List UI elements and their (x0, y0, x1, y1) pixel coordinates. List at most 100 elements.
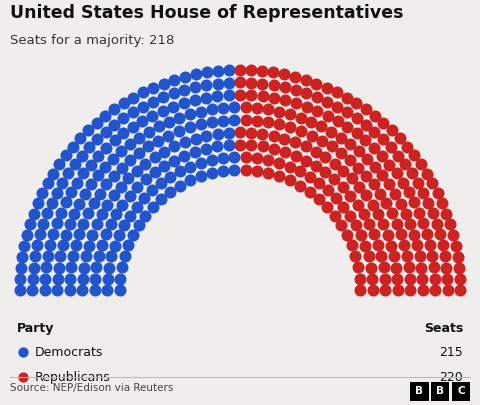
Point (302, 90, 310, 96)
Point (149, 98, 156, 105)
Point (264, 170, 272, 176)
Point (170, 90, 178, 96)
Point (312, 148, 320, 155)
Point (214, 80, 221, 87)
Point (236, 92, 244, 98)
Point (116, 275, 124, 282)
Point (270, 94, 278, 101)
Point (253, 168, 261, 174)
Point (176, 168, 184, 175)
Point (343, 124, 351, 130)
Point (66, 221, 73, 227)
Point (111, 243, 119, 249)
Point (64, 170, 72, 177)
Point (369, 201, 376, 208)
Point (376, 190, 384, 197)
Point (353, 130, 360, 136)
Point (135, 134, 143, 141)
Point (49, 231, 57, 237)
Point (371, 164, 379, 170)
Point (400, 242, 408, 248)
Point (66, 275, 74, 282)
Point (339, 184, 347, 190)
Bar (431, 382, 449, 401)
Point (192, 71, 200, 78)
Point (331, 176, 338, 183)
Point (120, 130, 127, 136)
Point (395, 152, 402, 159)
Point (43, 210, 51, 216)
Point (180, 100, 188, 106)
Point (357, 232, 365, 239)
Point (115, 232, 123, 239)
Point (39, 220, 47, 227)
Point (16, 287, 24, 293)
Point (366, 221, 373, 227)
Point (214, 130, 221, 137)
Point (353, 115, 360, 122)
Point (397, 200, 405, 207)
Point (355, 183, 363, 190)
Point (84, 210, 92, 216)
Point (253, 155, 261, 162)
Point (85, 144, 93, 150)
Point (432, 287, 439, 293)
Point (180, 153, 188, 159)
Text: 220: 220 (440, 371, 463, 384)
Point (19, 373, 27, 380)
Point (129, 94, 137, 101)
Point (385, 181, 393, 188)
Point (203, 69, 211, 76)
Point (157, 180, 165, 186)
Point (236, 129, 244, 135)
Point (275, 108, 283, 115)
Point (126, 157, 134, 163)
Point (348, 175, 355, 182)
Point (149, 204, 157, 210)
Point (302, 157, 310, 164)
Point (456, 275, 464, 282)
Point (155, 123, 162, 130)
Point (139, 118, 146, 124)
Point (269, 69, 277, 76)
Point (377, 253, 385, 259)
Point (75, 231, 83, 237)
Point (169, 103, 177, 110)
Point (429, 180, 436, 186)
Point (394, 275, 401, 282)
Bar (410, 382, 429, 401)
Point (361, 243, 369, 249)
Point (151, 154, 158, 160)
Point (31, 253, 39, 260)
Point (318, 137, 325, 144)
Point (85, 242, 93, 249)
Point (225, 129, 233, 136)
Point (42, 264, 50, 271)
Point (55, 264, 62, 271)
Point (236, 141, 244, 148)
Point (270, 145, 278, 152)
Point (327, 128, 335, 135)
Point (16, 275, 24, 282)
Point (436, 231, 444, 238)
Point (410, 199, 418, 206)
Point (385, 161, 393, 168)
Point (112, 211, 120, 217)
Point (379, 136, 386, 143)
Point (17, 264, 25, 271)
Point (259, 80, 266, 87)
Point (120, 115, 127, 122)
Point (371, 128, 378, 135)
Point (302, 77, 310, 83)
Point (108, 253, 115, 260)
Point (120, 100, 127, 107)
Point (397, 231, 405, 237)
Point (354, 201, 361, 208)
Point (275, 160, 283, 166)
Text: Democrats: Democrats (35, 346, 103, 359)
Point (296, 183, 304, 189)
Point (67, 189, 75, 196)
Point (444, 275, 451, 282)
Text: B: B (416, 386, 423, 396)
Point (312, 80, 320, 87)
